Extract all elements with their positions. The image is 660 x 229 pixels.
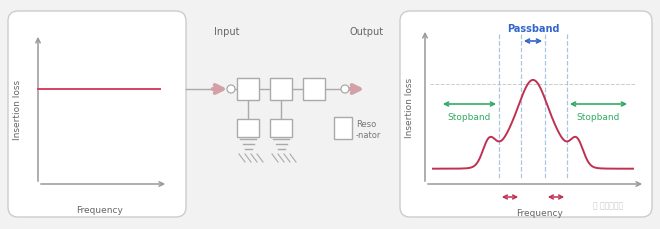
Text: 🐾 射频半导体: 🐾 射频半导体 [593,200,623,209]
Text: Stopband: Stopband [577,112,620,121]
Text: Frequency: Frequency [77,205,123,214]
Bar [237,79,259,101]
Circle shape [341,86,349,94]
Circle shape [227,86,235,94]
Bar [303,79,325,101]
FancyBboxPatch shape [8,12,186,217]
Text: Insertion loss: Insertion loss [13,80,22,139]
Text: Input: Input [214,27,240,37]
Text: Frequency: Frequency [517,208,564,217]
Bar [270,79,292,101]
Text: Reso
-nator: Reso -nator [356,120,381,139]
Bar [334,117,352,139]
FancyBboxPatch shape [400,12,652,217]
Text: Insertion loss: Insertion loss [405,78,414,137]
Text: Stopband: Stopband [448,112,491,121]
Bar [237,120,259,137]
Text: Output: Output [350,27,384,37]
Bar [270,120,292,137]
Text: Passband: Passband [507,24,559,34]
